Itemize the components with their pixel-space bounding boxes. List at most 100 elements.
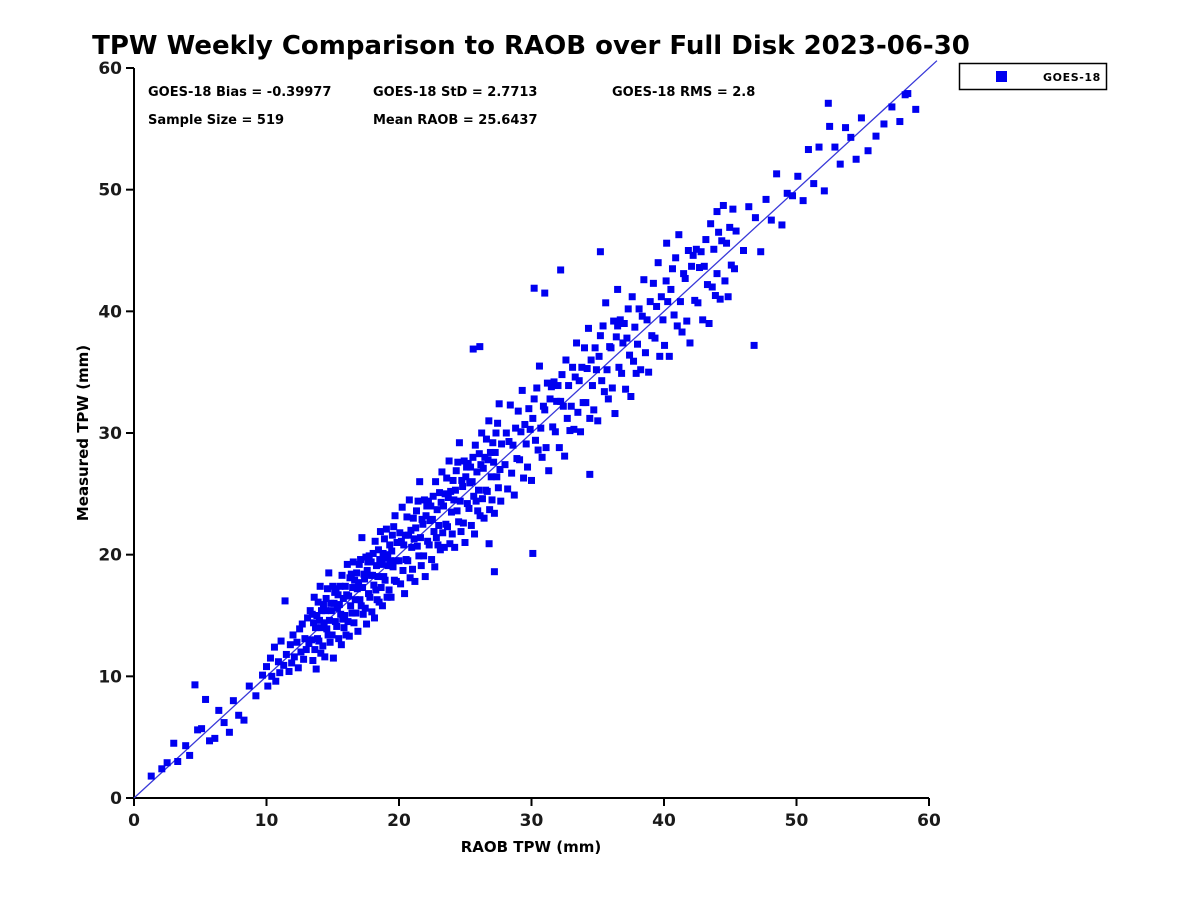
data-point (484, 456, 492, 464)
data-point (438, 468, 446, 476)
data-point (463, 500, 471, 508)
data-point (857, 114, 865, 122)
data-point (457, 528, 465, 536)
data-point (888, 103, 896, 111)
data-point (724, 293, 732, 301)
data-point (537, 424, 545, 432)
data-point (414, 497, 422, 505)
data-point (294, 664, 302, 672)
data-point (220, 719, 228, 727)
data-point (314, 598, 322, 606)
y-tick-label: 50 (98, 181, 122, 201)
data-point (370, 581, 378, 589)
data-point (584, 324, 592, 332)
data-point (393, 539, 401, 546)
data-point (600, 388, 608, 396)
data-point (235, 711, 243, 719)
data-point (778, 221, 786, 229)
data-point (467, 463, 475, 471)
data-point (391, 512, 399, 520)
data-point (310, 593, 318, 601)
legend-marker-icon (996, 71, 1007, 82)
data-point (229, 697, 237, 705)
data-point (469, 345, 477, 353)
data-point (405, 531, 413, 539)
data-point (331, 618, 339, 626)
data-point (268, 672, 276, 680)
data-point (347, 570, 355, 578)
data-point (369, 549, 377, 557)
data-point (489, 439, 497, 447)
data-point (524, 463, 532, 471)
data-point (632, 369, 640, 377)
y-tick-label: 60 (98, 59, 122, 79)
data-point (675, 231, 683, 239)
data-point (473, 468, 481, 476)
data-point (378, 560, 386, 568)
data-point (449, 476, 457, 484)
data-point (435, 521, 443, 529)
data-point (240, 716, 248, 724)
data-point (475, 486, 482, 494)
data-point (318, 624, 326, 632)
stat-std: GOES-18 StD = 2.7713 (373, 85, 537, 100)
data-point (459, 483, 467, 491)
data-point (360, 570, 368, 578)
data-point (384, 551, 392, 559)
data-point (336, 582, 344, 590)
data-point (416, 534, 424, 542)
data-point (363, 566, 371, 574)
data-point (563, 414, 571, 422)
data-point (804, 146, 812, 154)
data-point (539, 402, 547, 410)
data-point (491, 448, 499, 456)
data-point (380, 535, 388, 543)
data-point (281, 597, 289, 605)
data-point (319, 601, 327, 609)
data-point (310, 619, 318, 627)
data-point (562, 356, 570, 364)
data-point (447, 508, 455, 516)
data-point (614, 322, 622, 330)
data-point (345, 632, 353, 640)
data-point (333, 622, 341, 630)
data-point (715, 228, 723, 236)
data-point (525, 405, 533, 413)
data-point (573, 339, 581, 347)
data-point (404, 557, 412, 565)
data-point (634, 340, 641, 348)
data-point (653, 302, 661, 310)
data-point (282, 650, 290, 658)
data-point (381, 576, 389, 584)
data-point (368, 608, 376, 616)
data-point (638, 312, 646, 320)
data-point (349, 584, 357, 592)
data-point (398, 503, 406, 511)
data-point (528, 476, 535, 484)
data-point (535, 362, 543, 370)
data-point (493, 473, 501, 481)
data-point (354, 627, 362, 635)
chart-title: TPW Weekly Comparison to RAOB over Full … (92, 31, 970, 61)
data-point (338, 571, 346, 579)
data-point (826, 122, 834, 130)
data-point (663, 239, 671, 247)
data-point (357, 556, 365, 564)
data-point (574, 408, 582, 416)
data-point (309, 657, 317, 665)
data-point (538, 453, 546, 461)
data-point (645, 368, 653, 376)
data-point (412, 507, 420, 515)
data-point (276, 669, 284, 677)
data-point (298, 620, 306, 628)
data-point (174, 758, 182, 765)
data-point (571, 373, 579, 381)
data-point (872, 132, 880, 140)
data-point (163, 759, 171, 767)
data-point (430, 528, 438, 536)
data-point (440, 502, 448, 510)
data-point (478, 495, 486, 503)
data-point (628, 293, 636, 301)
data-point (517, 428, 525, 436)
